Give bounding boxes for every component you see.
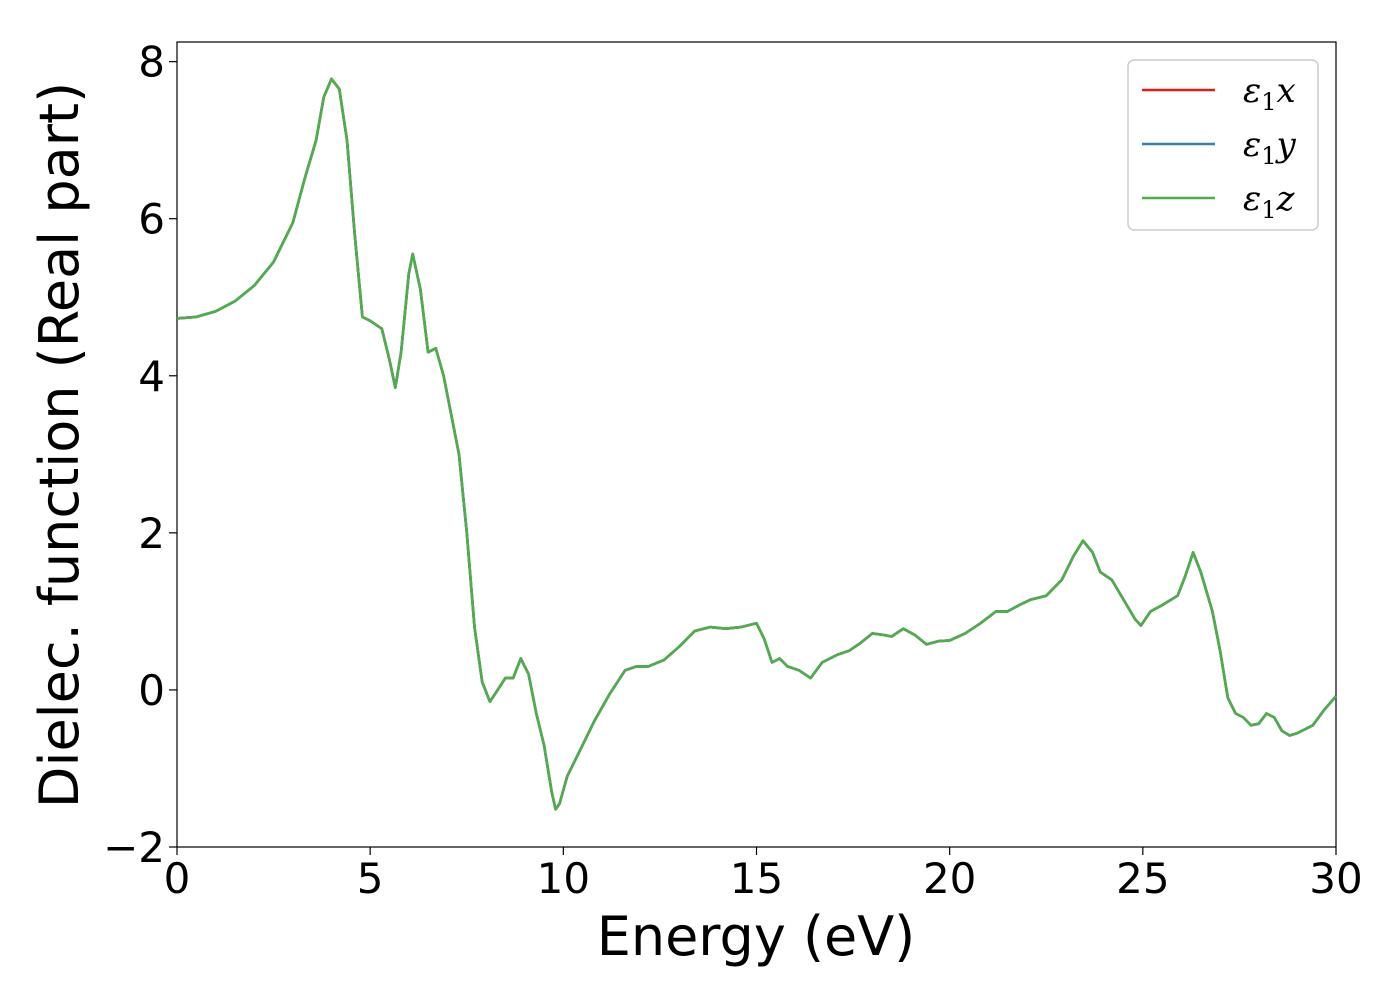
x-axis-ticks: 0 5 10 15 20 25 30 — [164, 847, 1363, 903]
legend: ε1x ε1y ε1z — [1127, 59, 1319, 231]
legend-label-1: ε1x — [1243, 71, 1296, 116]
y-tick-label: 0 — [138, 666, 165, 715]
x-tick-label: 5 — [357, 854, 384, 903]
series-layer — [176, 77, 1337, 811]
legend-label-2: ε1y — [1243, 125, 1297, 170]
x-tick-label: 20 — [923, 854, 976, 903]
x-tick-label: 30 — [1309, 854, 1362, 903]
y-tick-label: 4 — [138, 352, 165, 401]
x-tick-label: 25 — [1116, 854, 1169, 903]
x-axis-label: Energy (eV) — [597, 905, 916, 968]
y-tick-label: 6 — [138, 195, 165, 244]
y-tick-label: 2 — [138, 509, 165, 558]
y-axis-label: Dielec. function (Real part) — [28, 82, 91, 808]
legend-label-3: ε1z — [1243, 179, 1296, 224]
series-line-3 — [176, 77, 1337, 811]
legend-items: ε1x ε1y ε1z — [1142, 71, 1297, 224]
legend-box — [1127, 59, 1319, 231]
y-tick-label: −2 — [103, 823, 165, 872]
x-tick-label: 15 — [730, 854, 783, 903]
x-tick-label: 10 — [537, 854, 590, 903]
x-tick-label: 0 — [164, 854, 191, 903]
y-axis-ticks: −2 0 2 4 6 8 — [103, 38, 177, 872]
y-tick-label: 8 — [138, 38, 165, 87]
